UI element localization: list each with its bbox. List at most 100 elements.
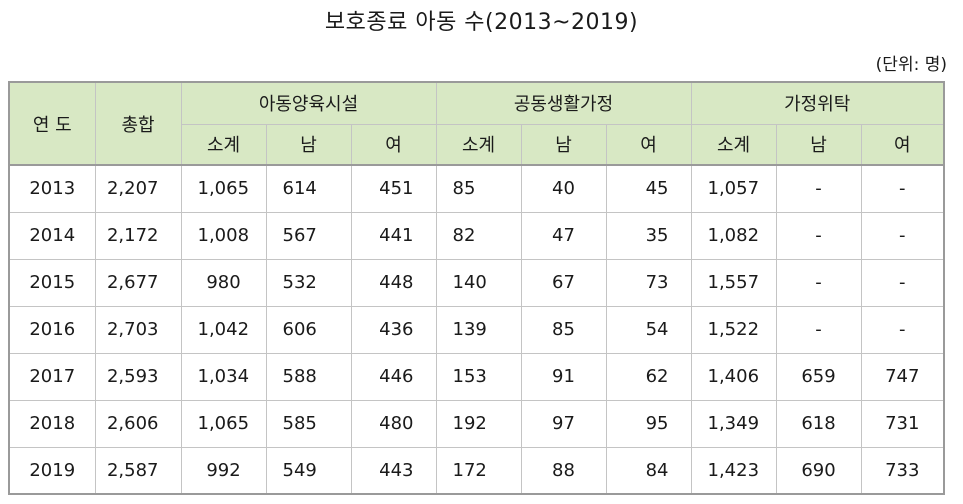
header-group-group-home: 공동생활가정 (435, 81, 692, 125)
header-subtotal: 소계 (435, 123, 522, 166)
cell-total: 2,207 (94, 164, 182, 213)
cell-facility-subtotal: 1,065 (180, 164, 267, 213)
cell-facility-subtotal: 1,042 (180, 305, 267, 354)
header-year: 연 도 (8, 81, 96, 166)
cell-grouphome-female: 54 (605, 305, 692, 354)
cell-grouphome-male: 88 (520, 446, 607, 495)
cell-facility-male: 532 (265, 258, 352, 307)
cell-facility-subtotal: 1,065 (180, 399, 267, 448)
cell-grouphome-subtotal: 85 (435, 164, 522, 213)
table-row: 2017 2,593 1,034 588 446 153 91 62 1,406… (8, 352, 945, 401)
cell-foster-female: - (860, 211, 945, 260)
cell-total: 2,172 (94, 211, 182, 260)
header-total: 총합 (94, 81, 182, 166)
cell-facility-female: 451 (350, 164, 437, 213)
cell-year: 2015 (8, 258, 96, 307)
cell-grouphome-male: 91 (520, 352, 607, 401)
cell-foster-male: 690 (775, 446, 862, 495)
cell-facility-female: 436 (350, 305, 437, 354)
cell-grouphome-female: 35 (605, 211, 692, 260)
header-female: 여 (350, 123, 437, 166)
cell-foster-subtotal: 1,082 (690, 211, 777, 260)
cell-grouphome-subtotal: 139 (435, 305, 522, 354)
cell-year: 2018 (8, 399, 96, 448)
header-group-foster-care: 가정위탁 (690, 81, 945, 125)
table-row: 2013 2,207 1,065 614 451 85 40 45 1,057 … (8, 164, 945, 213)
header-female: 여 (860, 123, 945, 166)
cell-foster-subtotal: 1,522 (690, 305, 777, 354)
cell-facility-male: 567 (265, 211, 352, 260)
cell-facility-subtotal: 992 (180, 446, 267, 495)
cell-foster-subtotal: 1,349 (690, 399, 777, 448)
cell-facility-female: 446 (350, 352, 437, 401)
cell-foster-female: 747 (860, 352, 945, 401)
cell-year: 2019 (8, 446, 96, 495)
header-subtotal: 소계 (180, 123, 267, 166)
cell-grouphome-subtotal: 192 (435, 399, 522, 448)
cell-total: 2,587 (94, 446, 182, 495)
cell-foster-subtotal: 1,423 (690, 446, 777, 495)
cell-facility-female: 443 (350, 446, 437, 495)
cell-foster-female: 731 (860, 399, 945, 448)
cell-grouphome-female: 62 (605, 352, 692, 401)
cell-foster-male: - (775, 164, 862, 213)
header-male: 남 (520, 123, 607, 166)
cell-foster-female: - (860, 305, 945, 354)
cell-year: 2016 (8, 305, 96, 354)
cell-grouphome-male: 47 (520, 211, 607, 260)
cell-total: 2,677 (94, 258, 182, 307)
cell-grouphome-male: 85 (520, 305, 607, 354)
table-row: 2015 2,677 980 532 448 140 67 73 1,557 -… (8, 258, 945, 307)
cell-grouphome-male: 67 (520, 258, 607, 307)
cell-foster-female: - (860, 164, 945, 213)
cell-grouphome-female: 73 (605, 258, 692, 307)
cell-grouphome-subtotal: 153 (435, 352, 522, 401)
cell-foster-subtotal: 1,406 (690, 352, 777, 401)
cell-facility-subtotal: 1,008 (180, 211, 267, 260)
cell-grouphome-female: 84 (605, 446, 692, 495)
cell-facility-female: 441 (350, 211, 437, 260)
cell-year: 2014 (8, 211, 96, 260)
cell-facility-subtotal: 1,034 (180, 352, 267, 401)
header-female: 여 (605, 123, 692, 166)
header-subtotal: 소계 (690, 123, 777, 166)
cell-grouphome-subtotal: 140 (435, 258, 522, 307)
cell-facility-female: 448 (350, 258, 437, 307)
cell-grouphome-subtotal: 82 (435, 211, 522, 260)
unit-label: (단위: 명) (875, 55, 947, 75)
header-group-childcare-facility: 아동양육시설 (180, 81, 437, 125)
cell-foster-female: 733 (860, 446, 945, 495)
cell-foster-subtotal: 1,557 (690, 258, 777, 307)
cell-facility-male: 585 (265, 399, 352, 448)
cell-grouphome-male: 97 (520, 399, 607, 448)
cell-grouphome-subtotal: 172 (435, 446, 522, 495)
header-male: 남 (775, 123, 862, 166)
cell-foster-male: - (775, 258, 862, 307)
cell-grouphome-female: 45 (605, 164, 692, 213)
cell-year: 2017 (8, 352, 96, 401)
cell-grouphome-female: 95 (605, 399, 692, 448)
table-row: 2014 2,172 1,008 567 441 82 47 35 1,082 … (8, 211, 945, 260)
cell-foster-male: 659 (775, 352, 862, 401)
cell-foster-male: 618 (775, 399, 862, 448)
page-title: 보호종료 아동 수(2013~2019) (324, 10, 639, 35)
cell-facility-subtotal: 980 (180, 258, 267, 307)
cell-foster-subtotal: 1,057 (690, 164, 777, 213)
cell-facility-female: 480 (350, 399, 437, 448)
table-row: 2016 2,703 1,042 606 436 139 85 54 1,522… (8, 305, 945, 354)
data-table: 연 도 총합 아동양육시설 공동생활가정 가정위탁 소계 남 여 소계 남 여 … (8, 81, 946, 495)
cell-facility-male: 549 (265, 446, 352, 495)
cell-total: 2,606 (94, 399, 182, 448)
header-male: 남 (265, 123, 352, 166)
cell-facility-male: 614 (265, 164, 352, 213)
table-row: 2019 2,587 992 549 443 172 88 84 1,423 6… (8, 446, 945, 495)
table-row: 2018 2,606 1,065 585 480 192 97 95 1,349… (8, 399, 945, 448)
cell-total: 2,703 (94, 305, 182, 354)
cell-foster-female: - (860, 258, 945, 307)
cell-facility-male: 588 (265, 352, 352, 401)
cell-foster-male: - (775, 211, 862, 260)
cell-foster-male: - (775, 305, 862, 354)
cell-facility-male: 606 (265, 305, 352, 354)
cell-grouphome-male: 40 (520, 164, 607, 213)
cell-year: 2013 (8, 164, 96, 213)
